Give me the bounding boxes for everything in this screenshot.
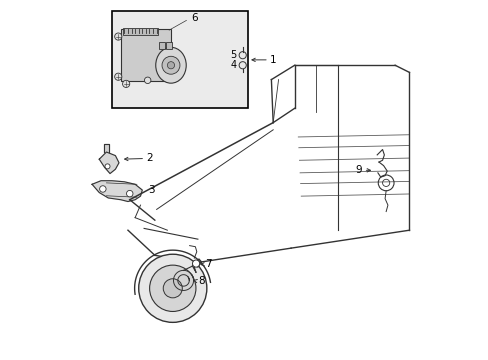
Circle shape — [149, 265, 196, 311]
Circle shape — [126, 190, 133, 197]
Circle shape — [100, 186, 106, 192]
Circle shape — [115, 33, 122, 40]
Text: 1: 1 — [269, 55, 276, 65]
Polygon shape — [104, 144, 109, 152]
Text: 6: 6 — [191, 13, 197, 23]
Text: 9: 9 — [354, 165, 361, 175]
Bar — [122, 28, 158, 35]
Circle shape — [192, 260, 199, 267]
Text: 3: 3 — [147, 185, 154, 195]
Bar — [159, 41, 164, 49]
Circle shape — [163, 279, 182, 298]
Bar — [166, 41, 172, 49]
Circle shape — [144, 77, 151, 84]
Circle shape — [105, 164, 110, 169]
Ellipse shape — [155, 47, 186, 83]
Circle shape — [139, 254, 206, 322]
Circle shape — [167, 62, 174, 69]
Polygon shape — [92, 181, 142, 202]
Polygon shape — [99, 152, 119, 174]
Circle shape — [162, 56, 180, 74]
Circle shape — [239, 51, 246, 59]
Circle shape — [239, 62, 246, 69]
Text: 2: 2 — [145, 153, 152, 163]
Text: 5: 5 — [230, 50, 236, 60]
Circle shape — [122, 80, 129, 87]
Text: 7: 7 — [204, 259, 211, 269]
Circle shape — [115, 73, 122, 80]
Text: 4: 4 — [230, 60, 236, 70]
Bar — [121, 30, 171, 81]
Bar — [112, 12, 247, 108]
Text: 8: 8 — [198, 276, 204, 286]
